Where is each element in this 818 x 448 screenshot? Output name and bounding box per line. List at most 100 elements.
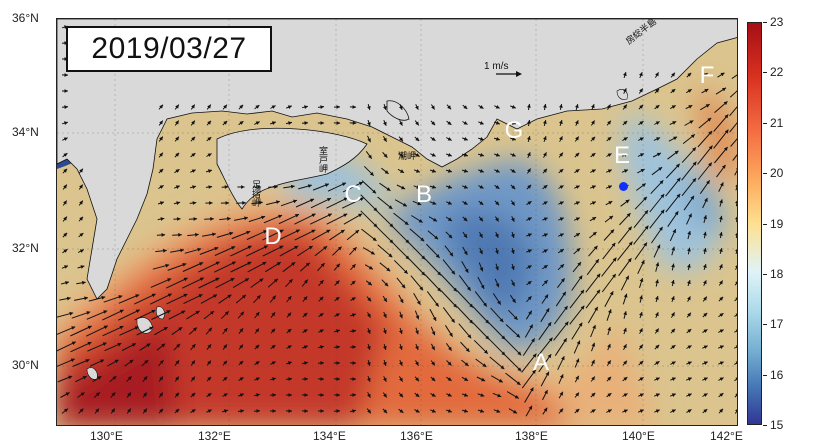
current-arrow <box>247 261 267 273</box>
current-arrow-head <box>175 104 179 109</box>
current-arrow-head <box>367 106 371 110</box>
current-arrow <box>278 213 300 225</box>
current-arrow-head <box>261 215 266 220</box>
current-arrow-head <box>465 348 470 352</box>
current-arrow <box>57 326 76 335</box>
current-arrow-head <box>687 312 691 317</box>
current-arrow-head <box>607 393 612 397</box>
current-arrow-head <box>271 105 276 109</box>
current-arrow-head <box>692 161 697 166</box>
current-arrow-head <box>501 351 506 356</box>
current-arrow-head <box>383 330 387 334</box>
current-arrow-head <box>239 104 244 109</box>
current-arrow-head <box>352 345 356 349</box>
current-arrow-head <box>80 392 85 397</box>
current-arrow-head <box>644 225 649 230</box>
x-tick-label: 132°E <box>198 429 231 443</box>
current-arrow-head <box>575 120 579 125</box>
current-arrow <box>734 282 737 286</box>
current-arrow-head <box>623 377 628 381</box>
current-arrow <box>472 322 490 340</box>
current-arrow-head <box>131 343 136 347</box>
current-arrow-head <box>304 361 308 365</box>
current-arrow-head <box>304 105 308 109</box>
current-arrow-head <box>64 121 68 125</box>
current-arrow-head <box>431 346 435 351</box>
current-arrow-head <box>223 104 227 109</box>
current-arrow-head <box>703 264 707 268</box>
current-arrow <box>149 293 173 305</box>
current-arrow-head <box>359 197 364 201</box>
current-arrow-head <box>687 89 692 93</box>
current-arrow-head <box>479 233 483 238</box>
current-arrow-head <box>224 311 229 316</box>
current-arrow-head <box>63 168 68 173</box>
current-arrow <box>134 293 156 305</box>
current-arrow-head <box>688 213 692 218</box>
current-arrow-head <box>431 169 436 173</box>
current-arrow-head <box>592 217 597 221</box>
current-arrow-head <box>658 167 663 171</box>
current-arrow-head <box>639 393 644 397</box>
current-arrow-head <box>399 377 403 382</box>
current-arrow-head <box>81 280 86 285</box>
current-arrow-head <box>641 183 646 188</box>
current-arrow-head <box>464 393 468 397</box>
current-arrow-head <box>278 214 283 219</box>
current-arrow-head <box>178 327 183 331</box>
current-arrow-head <box>225 201 230 205</box>
current-arrow-head <box>182 263 187 267</box>
current-arrow-head <box>496 409 501 413</box>
current-arrow-head <box>384 282 389 287</box>
current-arrow-head <box>79 233 84 237</box>
current-arrow-head <box>703 280 707 285</box>
current-arrow-head <box>351 297 356 301</box>
current-arrow-head <box>671 296 675 301</box>
current-arrow-head <box>419 286 424 291</box>
current-arrow-head <box>415 315 420 320</box>
current-arrow-head <box>287 345 292 349</box>
current-arrow-head <box>367 138 371 143</box>
current-arrow-head <box>559 374 564 379</box>
current-arrow-head <box>102 342 107 346</box>
current-arrow-head <box>63 200 67 205</box>
current-arrow-head <box>674 211 679 216</box>
current-arrow-head <box>575 233 580 237</box>
current-arrow-head <box>575 375 579 380</box>
date-label: 2019/03/27 <box>66 26 272 72</box>
current-arrow-head <box>463 153 468 157</box>
current-arrow-head <box>687 409 692 413</box>
current-arrow-head <box>575 185 580 189</box>
current-arrow-head <box>720 182 724 187</box>
current-arrow-head <box>227 294 232 299</box>
current-arrow-head <box>388 253 393 258</box>
current-arrow-head <box>291 262 296 266</box>
current-arrow-head <box>448 346 452 351</box>
current-arrow-head <box>389 223 394 228</box>
current-arrow-head <box>320 345 324 349</box>
current-arrow-head <box>676 193 681 198</box>
current-arrow-head <box>559 136 563 141</box>
current-arrow-head <box>399 105 403 110</box>
current-arrow-head <box>479 185 484 189</box>
current-arrow-head <box>64 265 68 269</box>
current-arrow-head <box>295 214 299 218</box>
current-arrow-head <box>103 325 108 330</box>
current-arrow-head <box>511 153 516 157</box>
current-arrow-head <box>530 387 534 392</box>
current-arrow-head <box>578 275 583 280</box>
current-arrow-head <box>79 184 83 189</box>
current-arrow-head <box>239 328 244 333</box>
current-arrow-head <box>279 245 284 250</box>
current-arrow-head <box>723 147 728 151</box>
current-arrow-head <box>161 233 166 237</box>
sst-field <box>57 89 737 425</box>
current-arrow <box>326 213 348 225</box>
current-arrow-head <box>655 262 660 267</box>
current-arrow-head <box>499 318 504 323</box>
current-arrow-head <box>293 199 297 204</box>
current-arrow-head <box>327 198 331 202</box>
current-arrow-head <box>290 184 295 189</box>
current-arrow-head <box>607 360 611 365</box>
current-arrow-head <box>143 392 147 397</box>
